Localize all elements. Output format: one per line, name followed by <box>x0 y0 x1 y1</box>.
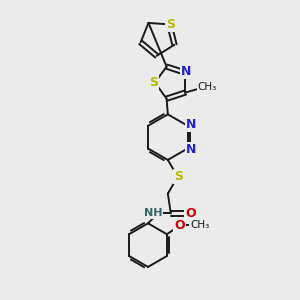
Text: CH₃: CH₃ <box>190 220 209 230</box>
Text: N: N <box>181 65 192 78</box>
Text: S: S <box>174 170 183 183</box>
Text: S: S <box>149 76 158 89</box>
Text: N: N <box>186 143 197 156</box>
Text: O: O <box>175 219 185 232</box>
Text: S: S <box>166 18 175 31</box>
Text: NH: NH <box>144 208 162 218</box>
Text: CH₃: CH₃ <box>198 82 217 92</box>
Text: O: O <box>185 207 196 220</box>
Text: N: N <box>186 118 197 131</box>
